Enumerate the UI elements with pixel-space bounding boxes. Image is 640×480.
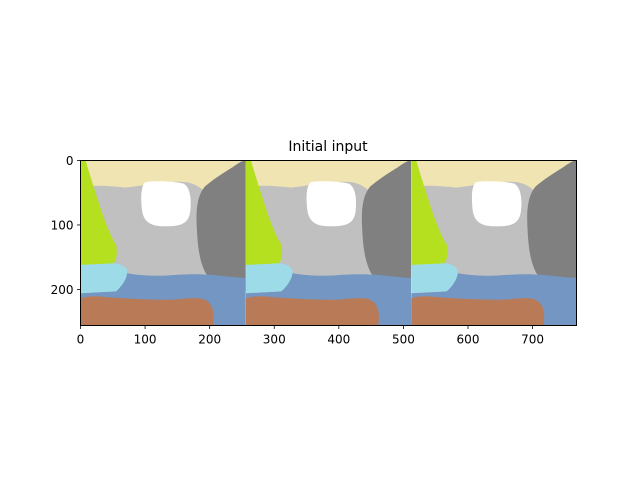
x-axis: 0 100 200 300 400 500 600 700	[77, 325, 544, 347]
image-layer	[81, 161, 577, 326]
y-tick-label: 100	[51, 218, 74, 232]
x-tick-label: 300	[263, 333, 286, 347]
image-panel-1	[81, 161, 246, 326]
image-panel-3	[411, 161, 576, 326]
y-tick-label: 0	[66, 154, 74, 168]
x-tick-label: 400	[327, 333, 350, 347]
x-tick-label: 600	[457, 333, 480, 347]
x-tick-label: 100	[134, 333, 157, 347]
panel-content	[246, 161, 411, 326]
axes-frame	[80, 160, 577, 326]
x-tick-label: 700	[521, 333, 544, 347]
panel-content	[81, 161, 246, 326]
image-panel-2	[246, 161, 411, 326]
panel-content	[411, 161, 576, 326]
y-axis: 0 100 200	[51, 154, 81, 297]
x-tick-label: 500	[392, 333, 415, 347]
x-tick-label: 0	[77, 333, 85, 347]
x-tick-label: 200	[198, 333, 221, 347]
y-tick-label: 200	[51, 283, 74, 297]
chart-title: Initial input	[288, 139, 368, 155]
